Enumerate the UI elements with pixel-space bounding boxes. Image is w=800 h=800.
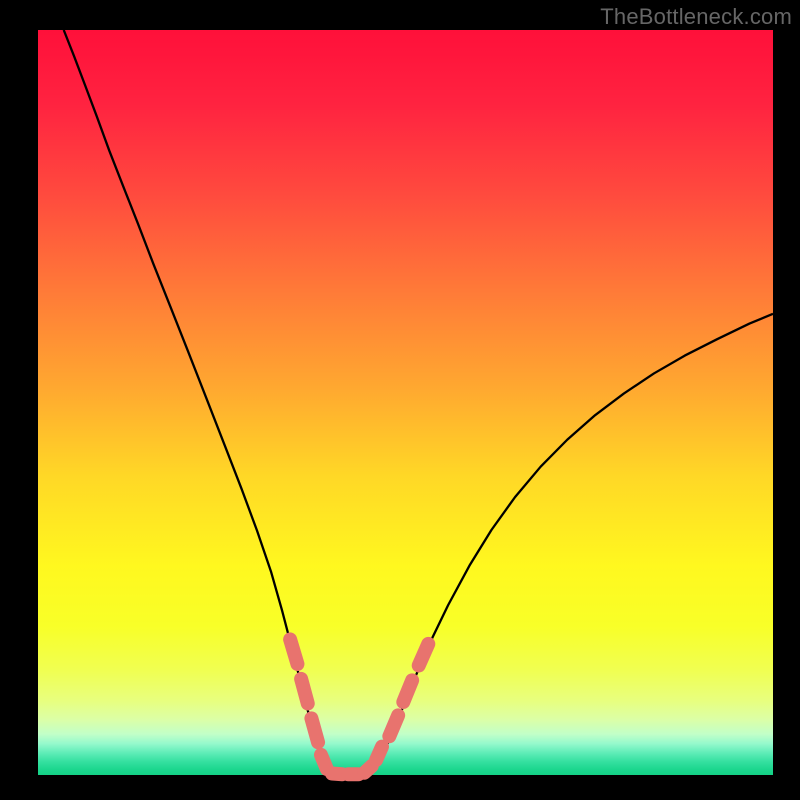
highlight-dash	[403, 680, 412, 702]
highlight-dash	[290, 639, 297, 664]
plot-area	[38, 30, 773, 775]
highlight-dash	[364, 766, 371, 773]
highlight-dash	[332, 774, 342, 775]
highlight-dash	[311, 718, 318, 742]
highlight-dash	[321, 755, 327, 769]
watermark-text: TheBottleneck.com	[600, 4, 792, 30]
highlight-dash	[376, 747, 382, 760]
bottleneck-curve-chart	[0, 0, 800, 800]
chart-container: TheBottleneck.com	[0, 0, 800, 800]
highlight-dash	[419, 644, 429, 666]
highlight-dash	[301, 679, 308, 704]
highlight-dash	[389, 715, 398, 736]
